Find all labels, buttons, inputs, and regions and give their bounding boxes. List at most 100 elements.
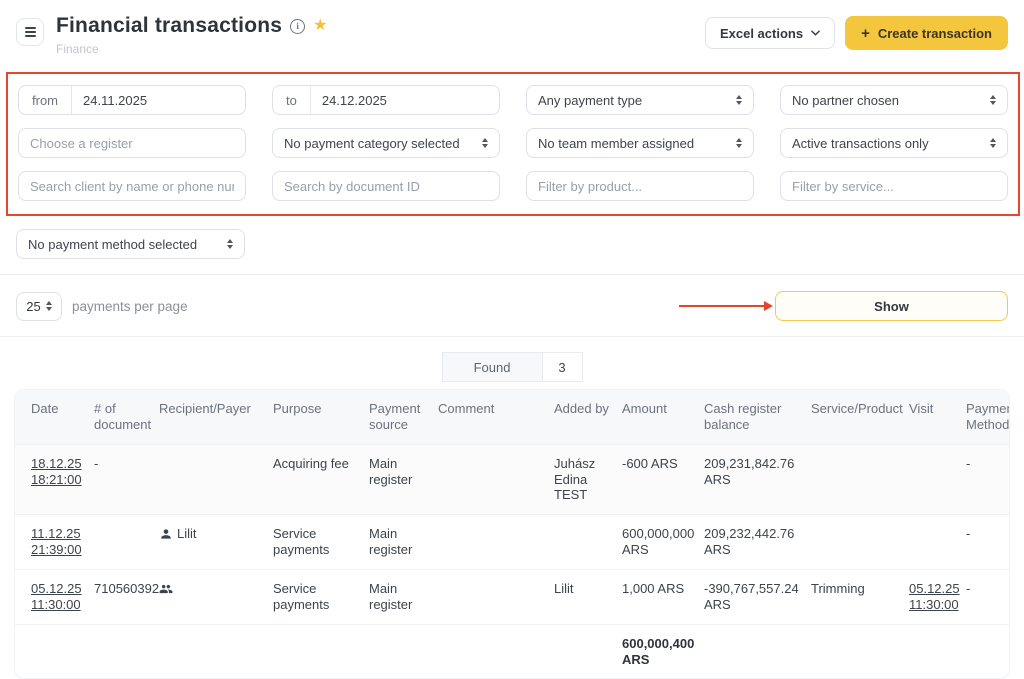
payment-method-cell: - bbox=[966, 455, 971, 471]
select-arrows-icon bbox=[45, 301, 52, 311]
service-filter-input[interactable] bbox=[781, 178, 1007, 194]
col-header-document: # of document bbox=[94, 401, 152, 432]
date-to-field[interactable]: to bbox=[272, 85, 500, 115]
col-header-purpose: Purpose bbox=[273, 401, 322, 416]
register-input[interactable] bbox=[19, 135, 245, 151]
excel-actions-button[interactable]: Excel actions bbox=[704, 17, 836, 49]
favorite-star-icon[interactable]: ★ bbox=[313, 17, 328, 34]
client-search-input[interactable] bbox=[19, 178, 245, 194]
col-header-date: Date bbox=[31, 401, 59, 416]
chevron-down-icon bbox=[811, 30, 820, 36]
date-link[interactable]: 18.12.25 18:21:00 bbox=[31, 455, 82, 487]
client-search-field[interactable] bbox=[18, 171, 246, 201]
filters-grid: from to Any payment type No partner chos… bbox=[18, 85, 1008, 201]
document-cell bbox=[94, 515, 159, 569]
balance-cell: -390,767,557.24 ARS bbox=[704, 581, 799, 612]
date-from-label: from bbox=[19, 86, 72, 114]
amount-cell: 600,000,000 ARS bbox=[622, 526, 695, 558]
service-cell bbox=[811, 515, 909, 569]
partner-value: No partner chosen bbox=[792, 92, 899, 108]
select-arrows-icon bbox=[990, 138, 996, 148]
plus-icon: + bbox=[861, 24, 870, 42]
col-header-payment-method: Payment Method bbox=[966, 401, 1010, 432]
date-to-label: to bbox=[273, 86, 311, 114]
purpose-cell: Service payments bbox=[273, 581, 330, 612]
payment-category-select[interactable]: No payment category selected bbox=[272, 128, 500, 158]
select-arrows-icon bbox=[736, 138, 742, 148]
info-icon[interactable]: i bbox=[290, 18, 306, 34]
comment-cell bbox=[438, 515, 554, 569]
payment-type-value: Any payment type bbox=[538, 92, 643, 108]
balance-cell: 209,232,442.76 ARS bbox=[704, 526, 795, 558]
document-cell: - bbox=[94, 455, 99, 471]
found-count-badge: 3 bbox=[541, 352, 583, 382]
col-header-added-by: Added by bbox=[554, 401, 609, 416]
service-cell: Trimming bbox=[811, 581, 865, 597]
table-row: 05.12.25 11:30:00 710560392 Service paym… bbox=[15, 569, 1009, 624]
document-search-input[interactable] bbox=[273, 178, 499, 194]
date-from-input[interactable] bbox=[72, 92, 245, 108]
filters-annotation-box: from to Any payment type No partner chos… bbox=[6, 72, 1020, 216]
service-filter-field[interactable] bbox=[780, 171, 1008, 201]
show-area: Show bbox=[679, 291, 1008, 321]
team-member-select[interactable]: No team member assigned bbox=[526, 128, 754, 158]
comment-cell bbox=[438, 445, 554, 515]
document-search-field[interactable] bbox=[272, 171, 500, 201]
partner-select[interactable]: No partner chosen bbox=[780, 85, 1008, 115]
active-transactions-value: Active transactions only bbox=[792, 135, 929, 151]
col-header-recipient: Recipient/Payer bbox=[159, 401, 251, 416]
payment-category-value: No payment category selected bbox=[284, 135, 460, 151]
added-by-cell: Juhász Edina TEST bbox=[554, 455, 596, 503]
select-arrows-icon bbox=[482, 138, 488, 148]
service-cell bbox=[811, 445, 909, 515]
purpose-cell: Service payments bbox=[273, 526, 330, 558]
product-filter-input[interactable] bbox=[527, 178, 753, 194]
comment-cell bbox=[438, 570, 554, 624]
menu-icon[interactable] bbox=[16, 18, 44, 46]
recipient-cell[interactable] bbox=[159, 570, 273, 624]
register-field[interactable] bbox=[18, 128, 246, 158]
select-arrows-icon bbox=[227, 239, 233, 249]
col-header-payment-source: Payment source bbox=[369, 401, 421, 432]
payment-source-cell: Main register bbox=[369, 455, 413, 487]
select-arrows-icon bbox=[990, 95, 996, 105]
section-divider bbox=[0, 336, 1024, 337]
title-block: Financial transactions i ★ Finance bbox=[56, 14, 327, 56]
payment-method-row: No payment method selected bbox=[16, 229, 1014, 259]
product-filter-field[interactable] bbox=[526, 171, 754, 201]
show-button[interactable]: Show bbox=[775, 291, 1008, 321]
date-link[interactable]: 05.12.25 11:30:00 bbox=[31, 581, 82, 612]
payment-source-cell: Main register bbox=[369, 526, 413, 558]
section-divider bbox=[0, 274, 1024, 275]
document-cell: 710560392 bbox=[94, 581, 160, 597]
visit-link[interactable]: 05.12.25 11:30:00 bbox=[909, 581, 960, 612]
payment-type-select[interactable]: Any payment type bbox=[526, 85, 754, 115]
date-from-field[interactable]: from bbox=[18, 85, 246, 115]
page-header: Financial transactions i ★ Finance Excel… bbox=[0, 0, 1024, 70]
recipient-name: Lilit bbox=[177, 526, 197, 542]
person-icon bbox=[161, 529, 171, 539]
create-transaction-button[interactable]: + Create transaction bbox=[845, 16, 1008, 50]
payment-method-select[interactable]: No payment method selected bbox=[16, 229, 245, 259]
purpose-cell: Acquiring fee bbox=[273, 455, 349, 471]
date-to-input[interactable] bbox=[310, 92, 499, 108]
recipient-cell[interactable]: Lilit bbox=[159, 515, 273, 569]
per-page-select[interactable]: 25 bbox=[16, 291, 62, 321]
date-link[interactable]: 11.12.25 21:39:00 bbox=[31, 526, 82, 558]
visit-cell bbox=[909, 445, 966, 515]
col-header-visit: Visit bbox=[909, 401, 934, 416]
create-transaction-label: Create transaction bbox=[877, 25, 992, 41]
payment-source-cell: Main register bbox=[369, 581, 413, 612]
table-total-row: 600,000,400 ARS bbox=[15, 623, 1009, 679]
visit-cell bbox=[909, 515, 966, 569]
balance-cell: 209,231,842.76 ARS bbox=[704, 455, 795, 487]
payment-method-cell: - bbox=[966, 526, 971, 542]
table-row: 18.12.25 18:21:00 - Acquiring fee Main r… bbox=[15, 443, 1009, 515]
found-label: Found bbox=[441, 352, 543, 382]
group-icon bbox=[159, 584, 173, 594]
payment-method-value: No payment method selected bbox=[28, 236, 198, 252]
col-header-service-product: Service/Product bbox=[811, 401, 903, 416]
per-page-value: 25 bbox=[26, 298, 41, 314]
active-transactions-select[interactable]: Active transactions only bbox=[780, 128, 1008, 158]
